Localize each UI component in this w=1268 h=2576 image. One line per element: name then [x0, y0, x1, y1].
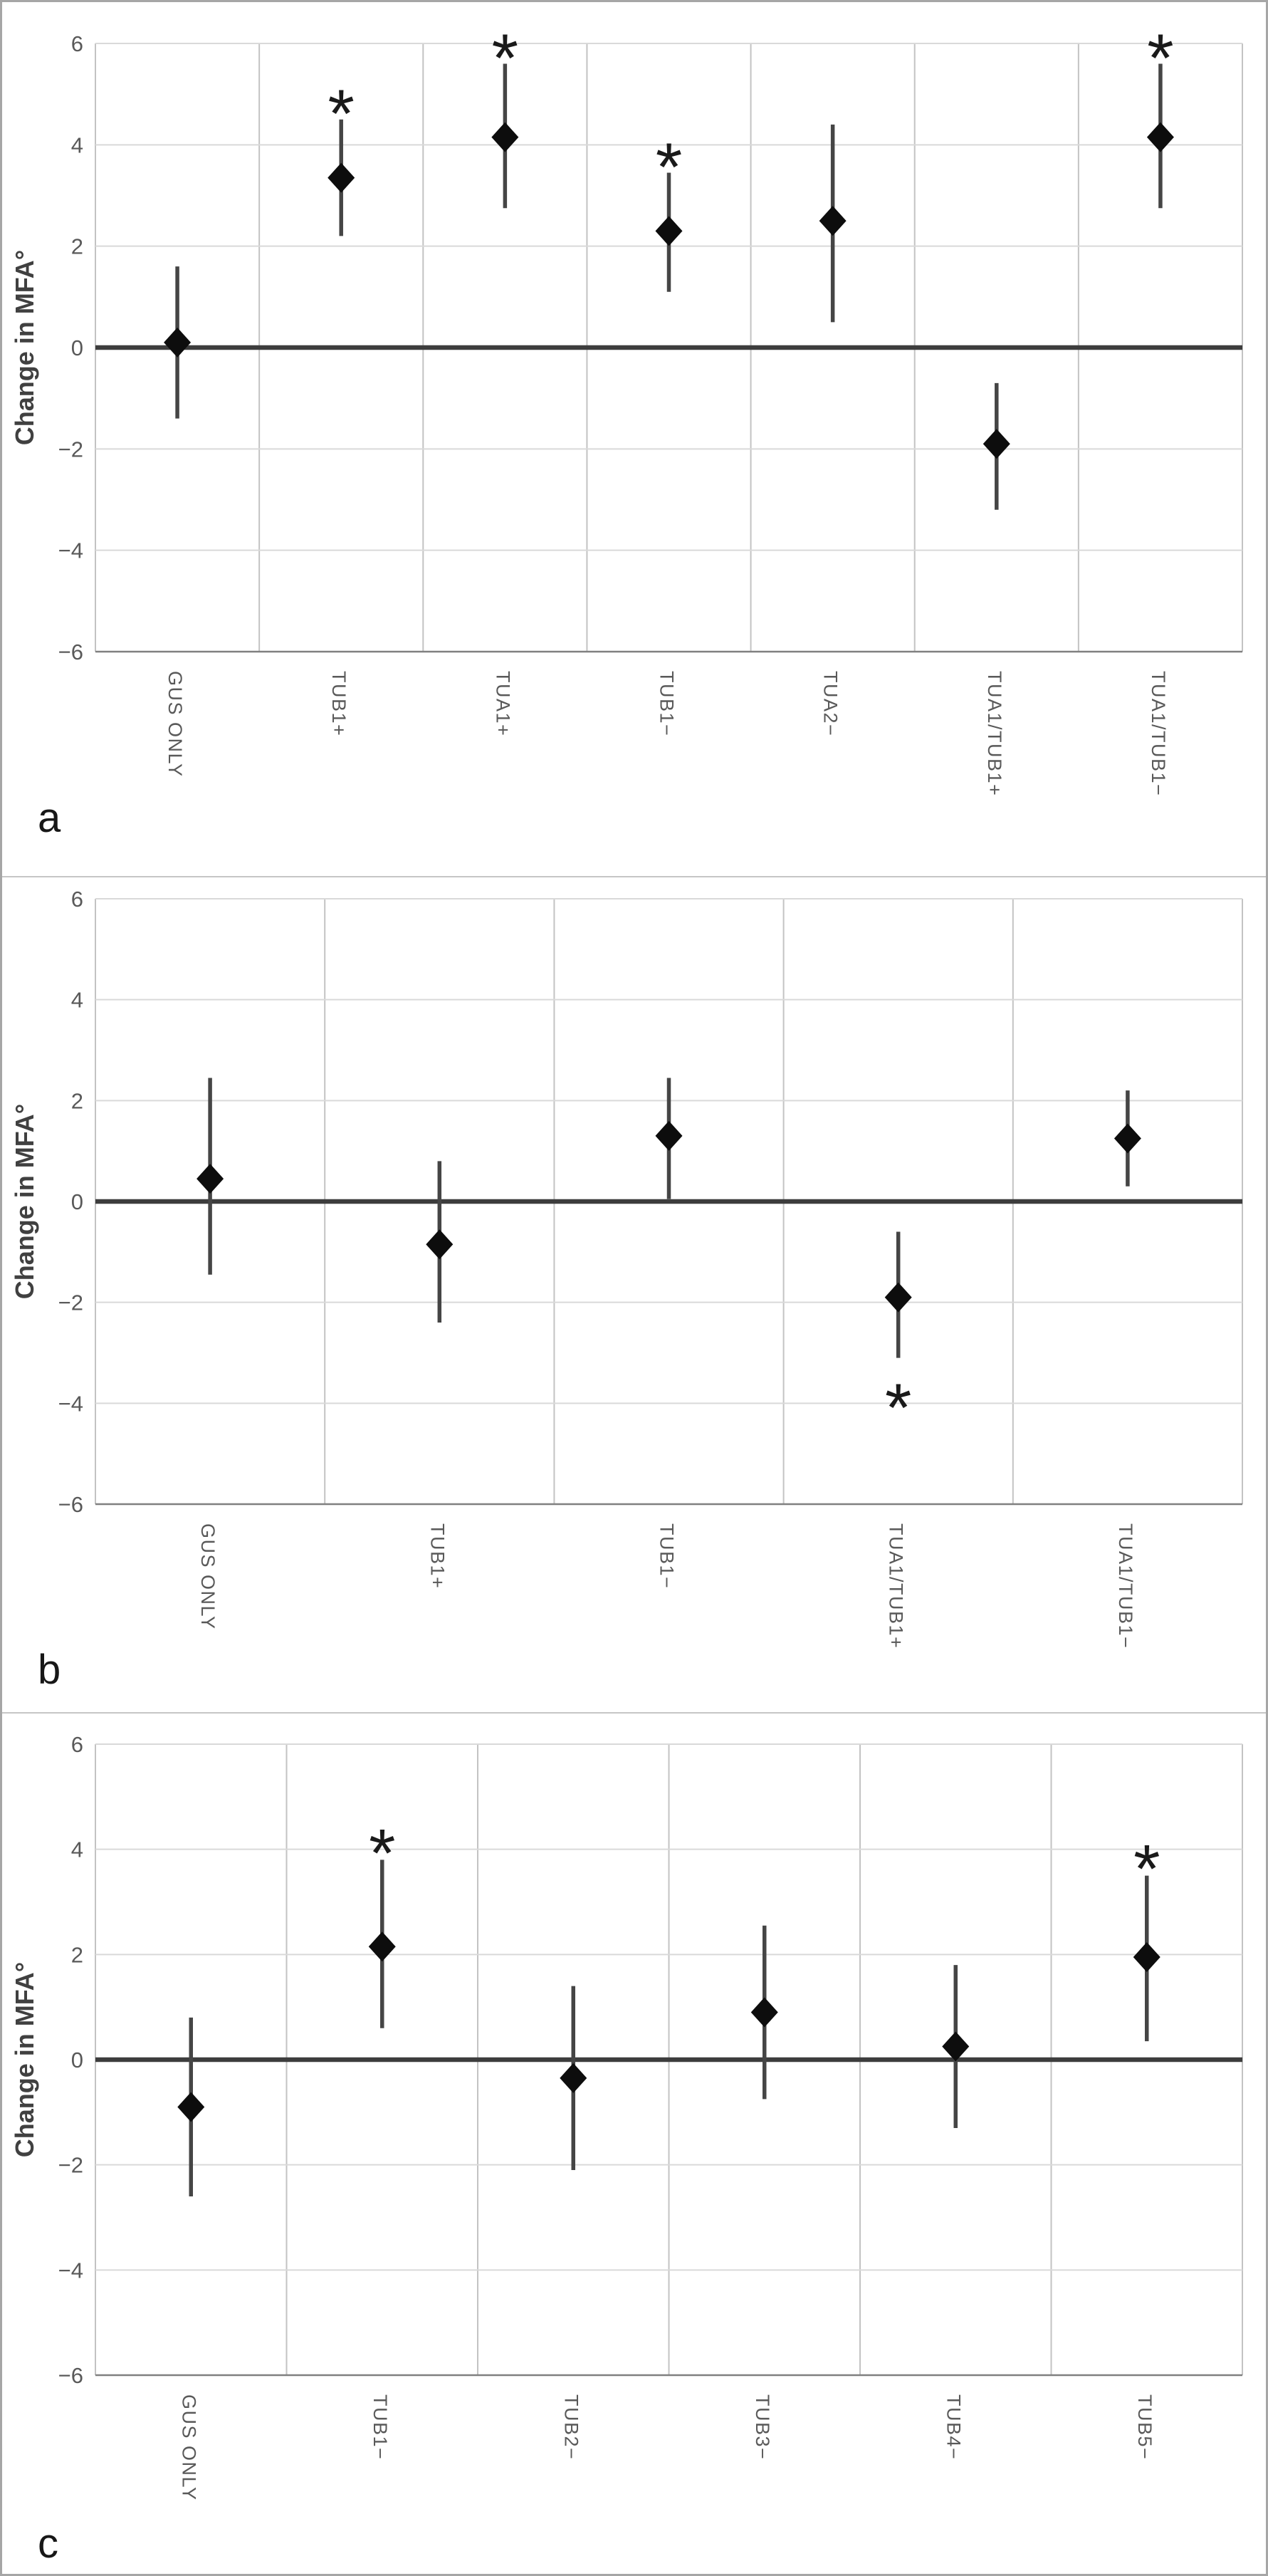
chart-a: 6 4 2 0 −2 −4 −6 Change in MFA° GUS ONLY * TUB1+ * T… [10, 20, 1243, 841]
y-tick-label: 2 [71, 234, 83, 259]
y-axis-title: Change in MFA° [10, 250, 39, 445]
x-category-label: TUA1/TUB1+ [984, 671, 1005, 796]
x-category-label: GUS ONLY [178, 2394, 199, 2501]
y-tick-label: −2 [58, 2153, 83, 2178]
y-tick-label: −6 [58, 2363, 83, 2388]
data-point-diamond [197, 1164, 224, 1194]
data-point-diamond [1114, 1123, 1141, 1154]
x-category-label: TUB1− [656, 1523, 678, 1589]
y-tick-label: 4 [71, 132, 83, 157]
y-tick-label: 0 [71, 335, 83, 360]
x-category-label: TUA2− [820, 671, 842, 736]
significance-asterisk: * [656, 129, 682, 205]
y-tick-label: −4 [58, 2258, 83, 2283]
x-category-label: TUA1/TUB1− [1148, 671, 1169, 796]
significance-asterisk: * [492, 20, 518, 96]
data-point-diamond [328, 162, 355, 193]
significance-asterisk: * [1147, 20, 1173, 96]
y-tick-label: −2 [58, 437, 83, 462]
y-tick-label: 2 [71, 1088, 83, 1113]
data-point-diamond [560, 2063, 587, 2093]
y-tick-label: −6 [58, 640, 83, 664]
chart-b: 6 4 2 0 −2 −4 −6 Change in MFA° GUS ONLY TUB1+ TUB… [10, 887, 1243, 1693]
data-point-diamond [942, 2031, 970, 2062]
x-category-label: TUA1+ [492, 671, 513, 736]
significance-asterisk: * [885, 1370, 911, 1446]
x-category-label: TUB2− [560, 2394, 582, 2460]
data-point-diamond [1133, 1942, 1160, 1973]
panel-a: 6 4 2 0 −2 −4 −6 Change in MFA° GUS ONLY * TUB1+ * T… [2, 2, 1266, 876]
data-point-diamond [491, 122, 519, 152]
x-category-label: TUB5− [1134, 2394, 1156, 2460]
data-point-diamond [177, 2092, 205, 2122]
y-tick-label: 6 [71, 31, 83, 56]
y-tick-label: 6 [71, 887, 83, 912]
data-point-diamond [368, 1931, 396, 1962]
significance-asterisk: * [369, 1815, 395, 1892]
data-point-diamond [750, 1997, 778, 2028]
data-point-diamond [655, 1120, 683, 1151]
panel-b: 6 4 2 0 −2 −4 −6 Change in MFA° GUS ONLY TUB1+ TUB… [2, 876, 1266, 1712]
x-category-label: TUA1/TUB1− [1115, 1523, 1136, 1649]
x-category-label: GUS ONLY [197, 1523, 219, 1630]
y-axis-title: Change in MFA° [10, 1104, 39, 1299]
panel-letter: c [38, 2520, 58, 2567]
data-point-diamond [1146, 122, 1174, 152]
data-point-diamond [819, 206, 847, 236]
x-category-label: TUB1+ [426, 1523, 448, 1589]
x-category-label: TUB1− [370, 2394, 391, 2460]
x-category-label: TUB1+ [328, 671, 350, 736]
panel-c: 6 4 2 0 −2 −4 −6 Change in MFA° GUS ONLY * TUB1− TU… [2, 1712, 1266, 2574]
data-point-diamond [655, 216, 683, 246]
chart-c: 6 4 2 0 −2 −4 −6 Change in MFA° GUS ONLY * TUB1− TU… [10, 1732, 1243, 2567]
panel-letter: a [38, 795, 61, 841]
y-tick-label: −6 [58, 1492, 83, 1517]
significance-asterisk: * [1133, 1831, 1160, 1907]
y-tick-label: 4 [71, 1837, 83, 1862]
y-tick-label: −4 [58, 1391, 83, 1416]
data-point-diamond [983, 429, 1010, 459]
y-tick-label: 4 [71, 988, 83, 1013]
y-tick-label: 0 [71, 1189, 83, 1214]
y-tick-label: 2 [71, 1942, 83, 1967]
data-point-diamond [426, 1229, 454, 1260]
data-point-diamond [164, 327, 192, 358]
significance-asterisk: * [328, 76, 355, 152]
y-tick-label: 6 [71, 1732, 83, 1757]
y-tick-label: 0 [71, 2048, 83, 2072]
x-category-label: TUA1/TUB1+ [886, 1523, 907, 1649]
x-category-label: TUB1− [656, 671, 678, 736]
x-category-label: TUB4− [943, 2394, 964, 2460]
y-axis-title: Change in MFA° [10, 1962, 39, 2157]
x-category-label: GUS ONLY [164, 671, 186, 778]
data-point-diamond [884, 1282, 912, 1313]
y-tick-label: −4 [58, 538, 83, 563]
panel-letter: b [38, 1647, 61, 1693]
x-category-label: TUB3− [752, 2394, 773, 2460]
y-tick-label: −2 [58, 1290, 83, 1315]
